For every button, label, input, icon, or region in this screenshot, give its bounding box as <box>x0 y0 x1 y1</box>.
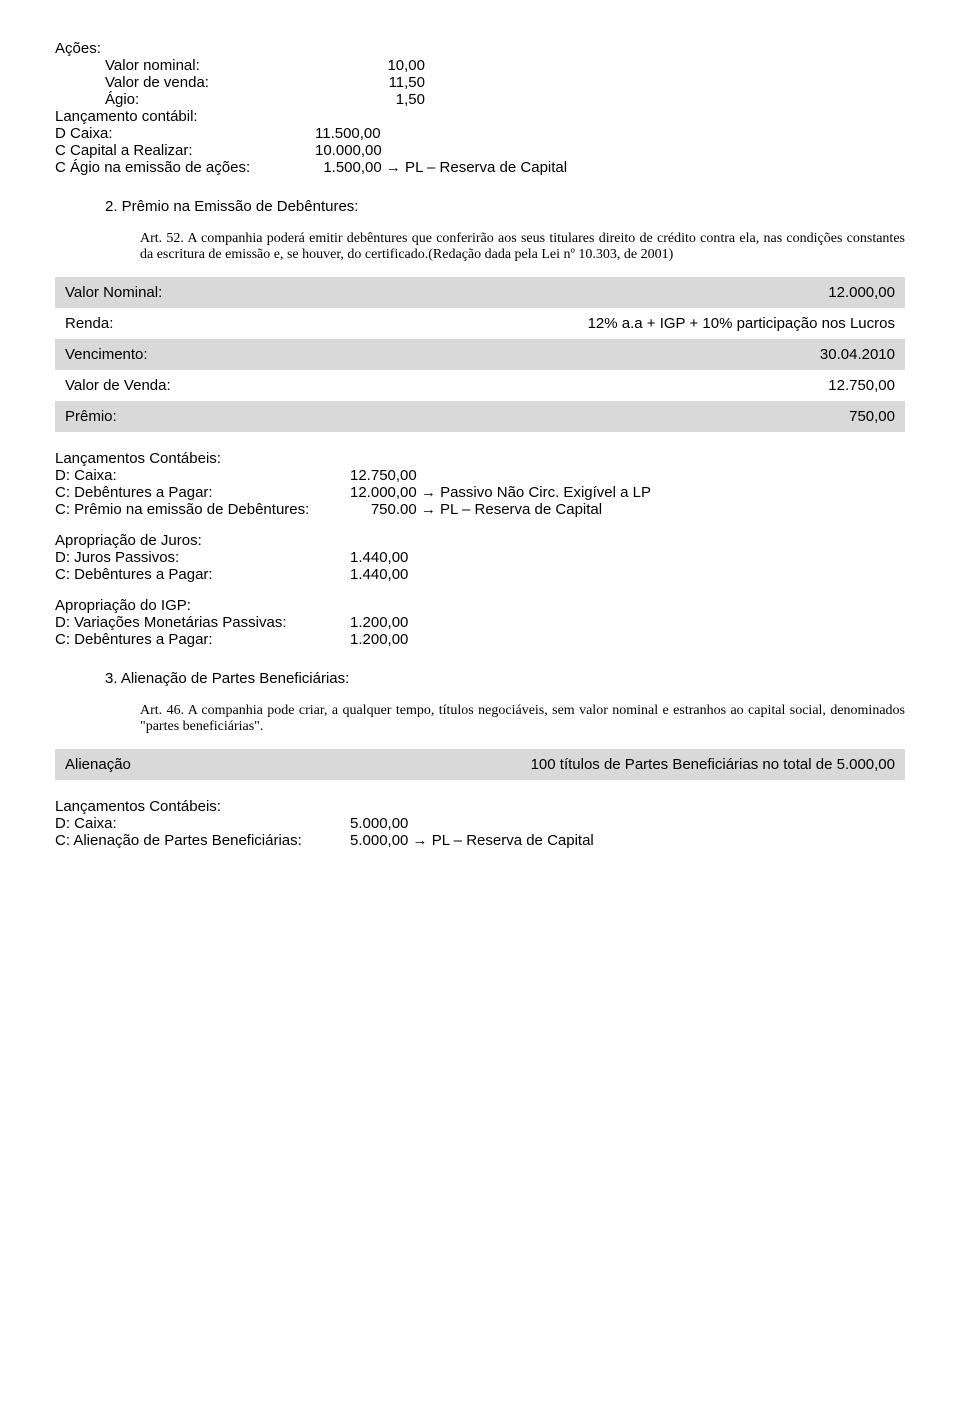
value: 11.500,00 <box>315 125 455 142</box>
section2-title: 2. Prêmio na Emissão de Debêntures: <box>105 198 905 215</box>
lanc-header: Lançamentos Contábeis: <box>55 450 905 467</box>
label: D: Caixa: <box>55 815 350 832</box>
label: D: Caixa: <box>55 467 350 484</box>
cell-label: Renda: <box>55 308 293 339</box>
entry-row: C: Alienação de Partes Beneficiárias: 5.… <box>55 832 905 849</box>
table-row: Vencimento: 30.04.2010 <box>55 339 905 370</box>
value: 1,50 <box>315 91 425 108</box>
label: Ágio: <box>105 91 315 108</box>
lanc-header: Lançamentos Contábeis: <box>55 798 905 815</box>
label: Valor de venda: <box>105 74 315 91</box>
value: 5.000,00 <box>350 815 905 832</box>
table-row: Prêmio: 750,00 <box>55 401 905 432</box>
table-row: Renda: 12% a.a + IGP + 10% participação … <box>55 308 905 339</box>
table-row: Valor de Venda: 12.750,00 <box>55 370 905 401</box>
entry-row: C: Debêntures a Pagar: 12.000,00 → Passi… <box>55 484 905 501</box>
label: C Ágio na emissão de ações: <box>55 159 315 176</box>
apropriacao-juros: Apropriação de Juros: D: Juros Passivos:… <box>55 532 905 583</box>
value: 750.00 → PL – Reserva de Capital <box>350 501 905 518</box>
label: C: Debêntures a Pagar: <box>55 566 350 583</box>
cell-value: 12.750,00 <box>293 370 905 401</box>
lanc-contabeis: Lançamentos Contábeis: D: Caixa: 12.750,… <box>55 450 905 518</box>
cell-label: Valor Nominal: <box>55 277 293 308</box>
entry-row: C: Debêntures a Pagar: 1.440,00 <box>55 566 905 583</box>
cell-label: Prêmio: <box>55 401 293 432</box>
cell-label: Alienação <box>55 749 242 780</box>
label: Valor nominal: <box>105 57 315 74</box>
value: 1.500,00 → PL – Reserva de Capital <box>315 159 455 176</box>
value: 1.200,00 <box>350 631 905 648</box>
acoes-row: Ágio: 1,50 <box>105 91 905 108</box>
value: 12.750,00 <box>350 467 905 484</box>
lancamento-row: D Caixa: 11.500,00 <box>55 125 905 142</box>
lanc-contabeis-3: Lançamentos Contábeis: D: Caixa: 5.000,0… <box>55 798 905 849</box>
value: 12.000,00 → Passivo Não Circ. Exigível a… <box>350 484 905 501</box>
value: 5.000,00 → PL – Reserva de Capital <box>350 832 905 849</box>
value: 10,00 <box>315 57 425 74</box>
entry-row: D: Variações Monetárias Passivas: 1.200,… <box>55 614 905 631</box>
lancamento-row: C Capital a Realizar: 10.000,00 <box>55 142 905 159</box>
cell-value: 750,00 <box>293 401 905 432</box>
label: C: Prêmio na emissão de Debêntures: <box>55 501 350 518</box>
cell-label: Vencimento: <box>55 339 293 370</box>
value: 11,50 <box>315 74 425 91</box>
entry-row: C: Debêntures a Pagar: 1.200,00 <box>55 631 905 648</box>
entry-row: C: Prêmio na emissão de Debêntures: 750.… <box>55 501 905 518</box>
table-row: Alienação 100 títulos de Partes Benefici… <box>55 749 905 780</box>
label: D: Juros Passivos: <box>55 549 350 566</box>
label: C: Alienação de Partes Beneficiárias: <box>55 832 350 849</box>
section3-title: 3. Alienação de Partes Beneficiárias: <box>105 670 905 687</box>
label: C: Debêntures a Pagar: <box>55 631 350 648</box>
label: C: Debêntures a Pagar: <box>55 484 350 501</box>
acoes-row: Valor nominal: 10,00 <box>105 57 905 74</box>
juros-header: Apropriação de Juros: <box>55 532 905 549</box>
cell-label: Valor de Venda: <box>55 370 293 401</box>
acoes-row: Valor de venda: 11,50 <box>105 74 905 91</box>
cell-value: 12.000,00 <box>293 277 905 308</box>
apropriacao-igp: Apropriação do IGP: D: Variações Monetár… <box>55 597 905 648</box>
cell-value: 12% a.a + IGP + 10% participação nos Luc… <box>293 308 905 339</box>
table-row: Valor Nominal: 12.000,00 <box>55 277 905 308</box>
section3-citation: Art. 46. A companhia pode criar, a qualq… <box>140 703 905 735</box>
value: 1.200,00 <box>350 614 905 631</box>
label: D: Variações Monetárias Passivas: <box>55 614 350 631</box>
section2-citation: Art. 52. A companhia poderá emitir debên… <box>140 231 905 263</box>
acoes-header: Ações: <box>55 40 905 57</box>
entry-row: D: Caixa: 5.000,00 <box>55 815 905 832</box>
label: D Caixa: <box>55 125 315 142</box>
value: 1.440,00 <box>350 549 905 566</box>
entry-row: D: Caixa: 12.750,00 <box>55 467 905 484</box>
debentures-table: Valor Nominal: 12.000,00 Renda: 12% a.a … <box>55 277 905 432</box>
lancamento-row: C Ágio na emissão de ações: 1.500,00 → P… <box>55 159 905 176</box>
label: C Capital a Realizar: <box>55 142 315 159</box>
igp-header: Apropriação do IGP: <box>55 597 905 614</box>
value: 1.440,00 <box>350 566 905 583</box>
cell-value: 100 títulos de Partes Beneficiárias no t… <box>242 749 905 780</box>
alienacao-table: Alienação 100 títulos de Partes Benefici… <box>55 749 905 780</box>
lancamento-header: Lançamento contábil: <box>55 108 905 125</box>
cell-value: 30.04.2010 <box>293 339 905 370</box>
entry-row: D: Juros Passivos: 1.440,00 <box>55 549 905 566</box>
value: 10.000,00 <box>315 142 455 159</box>
